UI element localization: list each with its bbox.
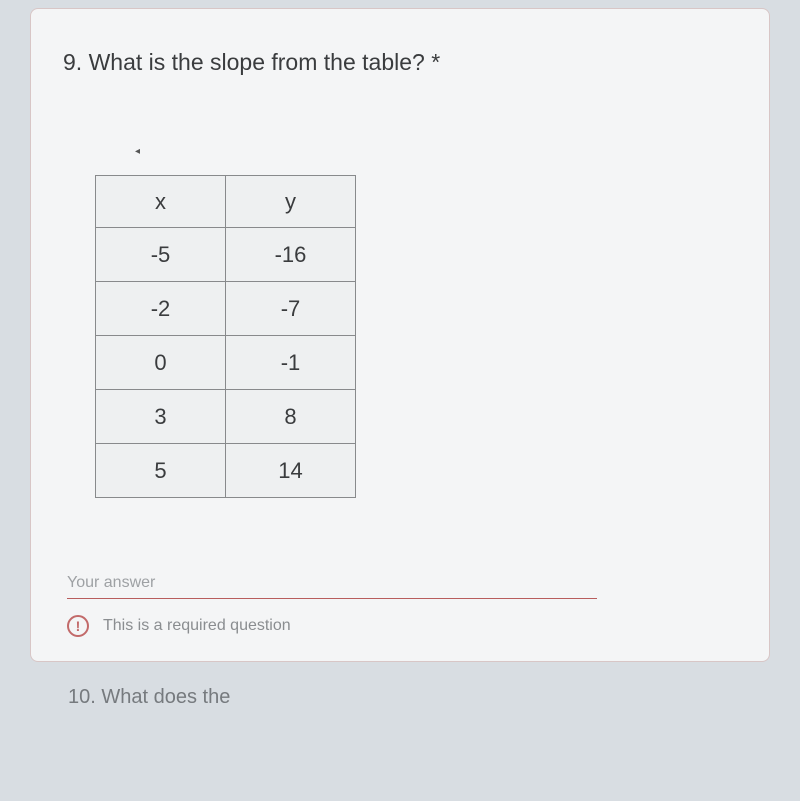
required-message-row: ! This is a required question (67, 615, 737, 637)
question-body: What is the slope from the table? (89, 49, 425, 75)
answer-input[interactable] (67, 568, 597, 599)
answer-section: ! This is a required question (67, 568, 737, 637)
required-asterisk: * (431, 49, 440, 75)
cell-y: 8 (226, 390, 356, 444)
error-icon: ! (67, 615, 89, 637)
required-message: This is a required question (103, 617, 291, 635)
cell-x: 5 (96, 444, 226, 498)
question-title: 9. What is the slope from the table? * (63, 49, 737, 76)
col-header-x: x (96, 176, 226, 228)
xy-table: x y -5 -16 -2 -7 0 -1 3 8 5 14 (95, 175, 356, 498)
cell-y: -16 (226, 228, 356, 282)
cell-x: 0 (96, 336, 226, 390)
table-row: -5 -16 (96, 228, 356, 282)
table-row: 3 8 (96, 390, 356, 444)
table-header-row: x y (96, 176, 356, 228)
small-marker: ◂ (135, 146, 737, 157)
cell-y: -1 (226, 336, 356, 390)
cell-x: -5 (96, 228, 226, 282)
cell-x: -2 (96, 282, 226, 336)
cell-y: -7 (226, 282, 356, 336)
cell-x: 3 (96, 390, 226, 444)
error-glyph: ! (76, 618, 81, 634)
table-row: -2 -7 (96, 282, 356, 336)
table-row: 5 14 (96, 444, 356, 498)
cell-y: 14 (226, 444, 356, 498)
question-card: 9. What is the slope from the table? * ◂… (30, 8, 770, 662)
question-number: 9. (63, 49, 82, 75)
next-question-partial: 10. What does the (68, 686, 800, 709)
col-header-y: y (226, 176, 356, 228)
table-row: 0 -1 (96, 336, 356, 390)
